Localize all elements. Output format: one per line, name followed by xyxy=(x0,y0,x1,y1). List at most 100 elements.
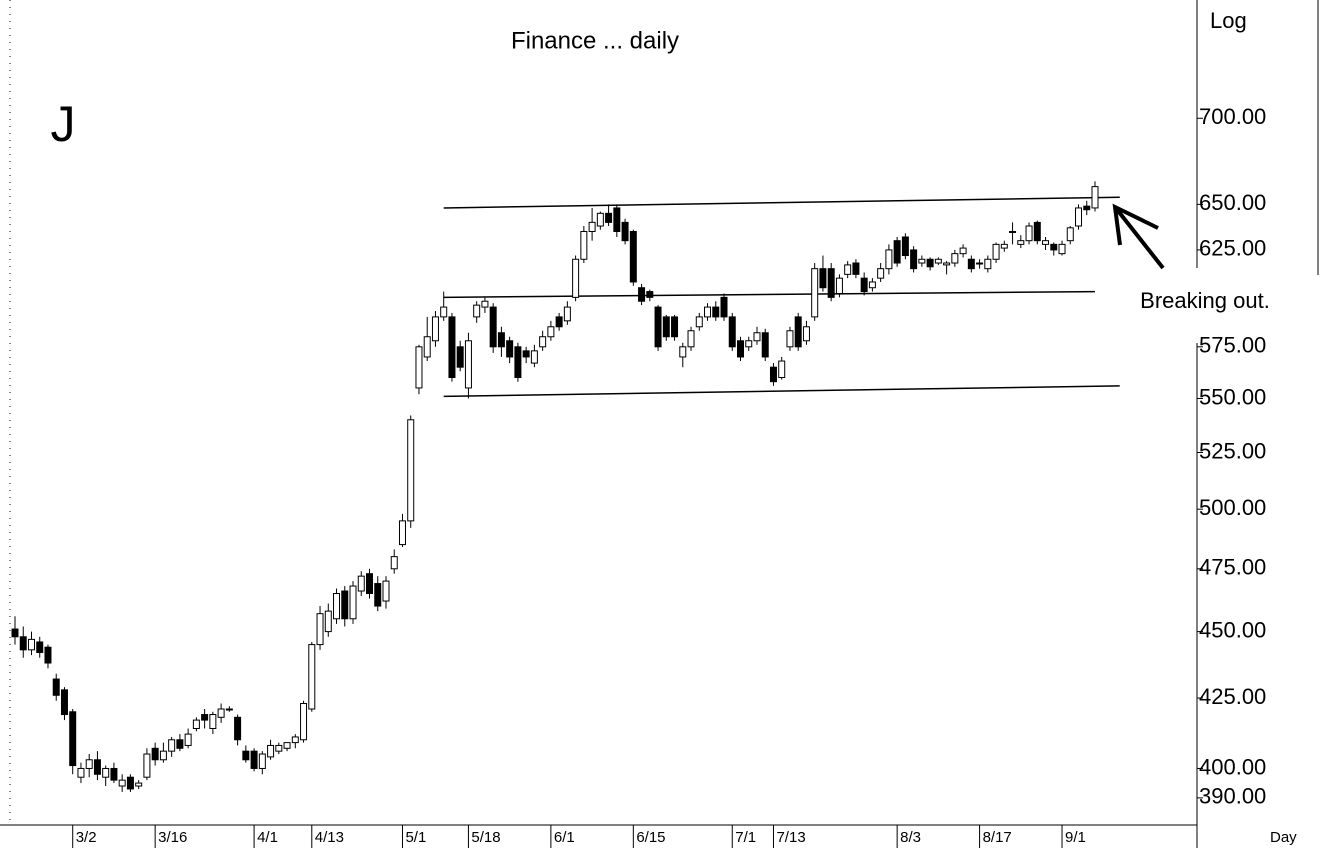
candle-body xyxy=(69,711,77,767)
candle-body xyxy=(159,750,167,761)
candle-body xyxy=(1033,221,1041,242)
candle-body xyxy=(992,243,1000,260)
y-tick-label: 450.00 xyxy=(1199,617,1266,642)
candle-body xyxy=(85,759,93,769)
trendline xyxy=(443,196,1120,209)
x-tick-label: 4/1 xyxy=(257,829,278,846)
candle-body xyxy=(333,593,341,620)
candle-body xyxy=(811,268,819,318)
candle-body xyxy=(951,253,959,264)
candle-body xyxy=(967,258,975,270)
candle-body xyxy=(844,264,852,275)
candle-body xyxy=(341,590,349,620)
y-tick-label: 390.00 xyxy=(1199,784,1266,809)
candle-body xyxy=(473,304,481,318)
candle-body xyxy=(885,249,893,270)
trendline xyxy=(443,385,1120,398)
candle-body xyxy=(390,556,398,570)
candle-body xyxy=(1000,243,1008,249)
x-tick-label: 5/18 xyxy=(471,829,500,846)
candle-body xyxy=(786,330,794,348)
candle-body xyxy=(901,236,909,257)
candle-body xyxy=(613,207,621,232)
y-tick-label: 500.00 xyxy=(1199,495,1266,520)
candle-body xyxy=(481,300,489,308)
candle-body xyxy=(926,258,934,268)
candle-body xyxy=(563,306,571,322)
callout-box xyxy=(1108,268,1313,343)
candle-body xyxy=(868,281,876,289)
y-tick-label: 525.00 xyxy=(1199,438,1266,463)
x-tick-label: 8/17 xyxy=(983,829,1012,846)
callout-arrow xyxy=(1112,203,1165,270)
marks xyxy=(11,181,1120,792)
candle-body xyxy=(976,262,984,265)
candle-body xyxy=(423,336,431,358)
candle-body xyxy=(893,240,901,264)
candle-body xyxy=(93,759,101,775)
candle-body xyxy=(234,716,242,741)
candle-body xyxy=(860,277,868,293)
candle-body xyxy=(769,366,777,383)
candle-body xyxy=(349,585,357,620)
candle-body xyxy=(192,719,200,729)
x-tick-label: 7/13 xyxy=(776,829,805,846)
candle-body xyxy=(572,258,580,298)
y-axis-label: Log xyxy=(1210,8,1247,33)
candle-body xyxy=(242,750,250,761)
candle-body xyxy=(258,753,266,769)
candle-body xyxy=(629,230,637,283)
candle-body xyxy=(1025,225,1033,242)
candle-body xyxy=(1066,227,1074,242)
candle-body xyxy=(267,744,275,758)
candle-body xyxy=(176,739,184,749)
y-tick-label: 575.00 xyxy=(1199,333,1266,358)
candle-body xyxy=(695,316,703,328)
y-tick-label: 400.00 xyxy=(1199,754,1266,779)
candle-body xyxy=(431,316,439,342)
candle-body xyxy=(877,268,885,279)
candle-body xyxy=(588,221,596,232)
candle-body xyxy=(745,340,753,348)
candle-body xyxy=(27,638,35,651)
candle-body xyxy=(489,306,497,348)
x-tick-label: 5/1 xyxy=(405,829,426,846)
candle-body xyxy=(300,703,308,741)
x-tick-label: 8/3 xyxy=(900,829,921,846)
candle-body xyxy=(918,258,926,264)
candle-body xyxy=(547,326,555,338)
candle-body xyxy=(934,258,942,264)
x-tick-label: 6/15 xyxy=(636,829,665,846)
candle-body xyxy=(126,776,134,790)
y-tick-label: 625.00 xyxy=(1199,236,1266,261)
candle-body xyxy=(638,287,646,302)
candle-body xyxy=(704,306,712,318)
candle-body xyxy=(712,306,720,318)
candle-body xyxy=(1042,240,1050,245)
x-tick-label: 6/1 xyxy=(554,829,575,846)
candle-body xyxy=(102,767,110,778)
candle-body xyxy=(217,708,225,718)
panel-letter: J xyxy=(51,96,76,152)
candle-body xyxy=(910,249,918,270)
candle-body xyxy=(827,268,835,298)
candle-body xyxy=(464,340,472,389)
candle-body xyxy=(959,247,967,255)
candle-body xyxy=(19,636,27,651)
candle-body xyxy=(357,575,365,592)
y-tick-label: 650.00 xyxy=(1199,190,1266,215)
candle-body xyxy=(1075,207,1083,227)
candle-body xyxy=(497,332,505,348)
candle-body xyxy=(1050,243,1058,251)
candle-body xyxy=(662,316,670,338)
candle-body xyxy=(671,316,679,338)
candle-body xyxy=(151,747,159,761)
candle-body xyxy=(308,644,316,710)
x-tick-label: 7/1 xyxy=(735,829,756,846)
x-tick-label: 3/16 xyxy=(158,829,187,846)
candle-body xyxy=(596,212,604,227)
candle-body xyxy=(398,520,406,546)
candle-body xyxy=(984,258,992,270)
candle-body xyxy=(580,230,588,260)
